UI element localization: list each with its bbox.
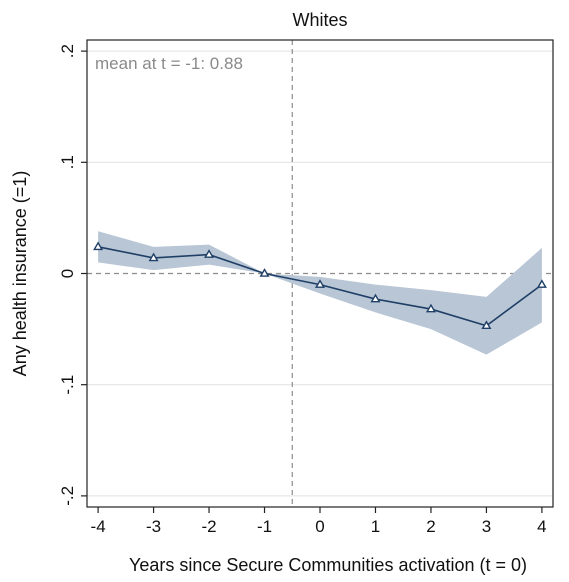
x-tick-label: -1: [257, 517, 272, 536]
mean-annotation: mean at t = -1: 0.88: [95, 54, 243, 73]
x-tick-label: 0: [315, 517, 324, 536]
data-point-marker: [148, 252, 159, 262]
confidence-band: [98, 231, 542, 355]
y-axis-ticks: -.2 -.1 0 .1 .2: [58, 44, 87, 506]
data-point-marker: [204, 249, 215, 258]
chart-title: Whites: [292, 10, 347, 30]
data-point-marker: [536, 279, 547, 288]
data-markers: [93, 241, 547, 330]
data-point-marker: [93, 241, 104, 251]
x-tick-label: 4: [537, 517, 546, 536]
x-tick-label: -2: [201, 517, 216, 536]
x-tick-label: -4: [91, 517, 106, 536]
y-axis-title: Any health insurance (=1): [10, 171, 30, 377]
data-point-marker: [425, 303, 436, 313]
y-tick-label: 0: [58, 269, 77, 278]
y-tick-label: .2: [58, 44, 77, 58]
data-point-marker: [481, 320, 492, 330]
gridlines: [87, 50, 553, 497]
y-tick-label: .1: [58, 155, 77, 169]
x-axis-title: Years since Secure Communities activatio…: [129, 555, 527, 575]
x-tick-label: 1: [371, 517, 380, 536]
y-tick-label: -.2: [58, 486, 77, 506]
y-tick-label: -.1: [58, 375, 77, 395]
data-point-marker: [314, 279, 326, 288]
x-tick-label: -3: [146, 517, 161, 536]
x-axis-ticks: -4 -3 -2 -1 0 1 2 3 4: [91, 507, 547, 536]
data-point-marker: [259, 268, 270, 277]
x-tick-label: 2: [426, 517, 435, 536]
x-tick-label: 3: [482, 517, 491, 536]
data-point-marker: [370, 293, 381, 303]
reference-lines: [87, 40, 553, 507]
